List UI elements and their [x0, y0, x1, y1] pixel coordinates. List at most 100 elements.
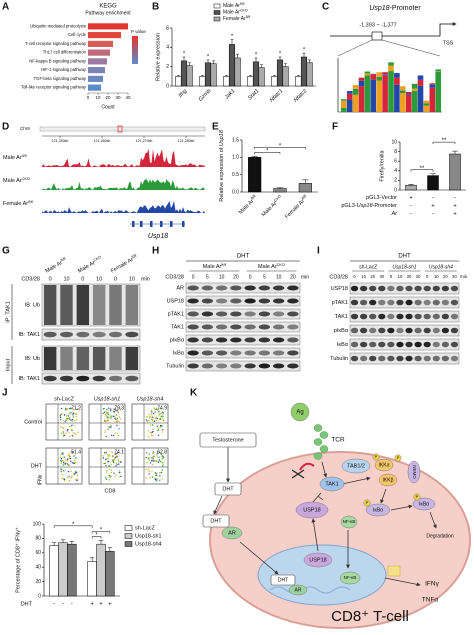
error-bar: [452, 150, 458, 154]
node-label: P: [416, 494, 419, 499]
blot-band: [287, 311, 299, 317]
flow-event: [148, 470, 150, 472]
bar: [87, 561, 97, 597]
flow-event: [102, 455, 104, 457]
time-label: 30: [416, 274, 421, 279]
flow-event: [149, 431, 151, 434]
x-tick-label: 40: [125, 95, 131, 100]
row-label: IB: TAK1: [18, 332, 40, 338]
exon: [132, 221, 135, 227]
label-text: pGL3-: [341, 203, 356, 209]
flow-event: [107, 461, 109, 463]
flow-event: [151, 413, 153, 416]
signal-track: [42, 178, 205, 190]
significance-label: *: [255, 53, 258, 59]
logo-letter: [352, 88, 359, 95]
flow-event: [74, 420, 76, 422]
flow-event: [159, 418, 161, 420]
flow-event: [156, 417, 158, 420]
blot-smear: [76, 285, 90, 325]
label-text: Ar: [391, 211, 399, 217]
time-label: 20: [290, 274, 296, 280]
blot-band: [405, 313, 413, 320]
blot-band: [441, 341, 450, 348]
logo-letter: [400, 86, 406, 91]
column-label: Usp18-sh4: [137, 396, 164, 402]
blot-band: [396, 341, 404, 348]
chart-title: KEGG: [99, 4, 117, 10]
significance-label: *: [95, 533, 98, 539]
blot-band: [450, 299, 459, 306]
flow-event: [158, 459, 161, 461]
flow-event: [110, 415, 112, 417]
blot-band: [350, 327, 359, 334]
row-label: pGL3-Usp18-Promoter: [341, 203, 397, 209]
row-mark: -: [432, 212, 434, 218]
logo-letter: [376, 76, 382, 81]
time-label: 20: [407, 274, 412, 279]
flow-event: [116, 432, 119, 434]
blot-band: [350, 355, 359, 362]
blot-band: [215, 311, 228, 317]
error-bar: [206, 59, 210, 63]
bar: [210, 63, 217, 87]
blot-band: [230, 350, 242, 356]
flow-event: [61, 432, 63, 434]
flow-event: [69, 413, 72, 415]
flow-event: [113, 459, 116, 461]
flow-plot: [131, 403, 169, 441]
flow-event: [145, 456, 147, 459]
flow-event: [150, 434, 153, 436]
blot-band: [215, 337, 228, 343]
flow-event: [63, 470, 65, 472]
arrow: [239, 541, 279, 575]
legend-label: Male Arfl/fl: [223, 2, 245, 9]
label-superscript: fl/fl: [246, 15, 251, 19]
flow-event: [105, 435, 108, 438]
logo-letter: [435, 71, 441, 112]
label-superscript: CKO: [93, 255, 102, 263]
blot-band: [272, 298, 285, 304]
row-label: IκBα: [173, 350, 185, 356]
error-bar: [230, 39, 234, 45]
flow-event: [65, 462, 67, 465]
blot-background: [349, 338, 460, 351]
flow-event: [155, 419, 157, 421]
flow-event: [119, 470, 121, 472]
blot-band: [76, 375, 90, 382]
flow-event: [63, 456, 65, 458]
flow-event: [71, 475, 73, 477]
flow-event: [153, 452, 155, 454]
flow-event: [104, 430, 107, 432]
motif-box: [371, 31, 383, 41]
error-bar: [254, 57, 258, 62]
flow-event: [104, 453, 106, 455]
flow-event: [64, 420, 66, 422]
flow-event: [63, 460, 65, 463]
flow-event: [162, 417, 164, 420]
bar: [247, 76, 254, 87]
bar: [248, 157, 262, 193]
flow-event: [161, 458, 164, 460]
logo-letter: [411, 90, 418, 112]
x-tick-label: 0: [87, 95, 90, 100]
flow-event: [102, 412, 104, 415]
logo-letter: [423, 103, 430, 106]
y-tick-label: 4: [394, 168, 397, 174]
legend-swatch: [213, 16, 221, 22]
flow-event: [62, 435, 64, 437]
flow-event: [60, 454, 62, 456]
exon: [140, 221, 143, 227]
y-axis-label: IFNγ: [37, 474, 43, 485]
blot-band: [287, 363, 299, 369]
blot-band: [287, 324, 299, 330]
flow-event: [62, 431, 65, 433]
flow-event: [116, 410, 118, 412]
label-text: Male Ar: [203, 264, 222, 270]
time-label: 10: [219, 274, 225, 280]
label-superscript: CKO: [22, 177, 30, 181]
flow-event: [113, 411, 115, 413]
flow-event: [72, 408, 75, 411]
flow-event: [111, 451, 113, 453]
node-shape: [339, 571, 361, 585]
